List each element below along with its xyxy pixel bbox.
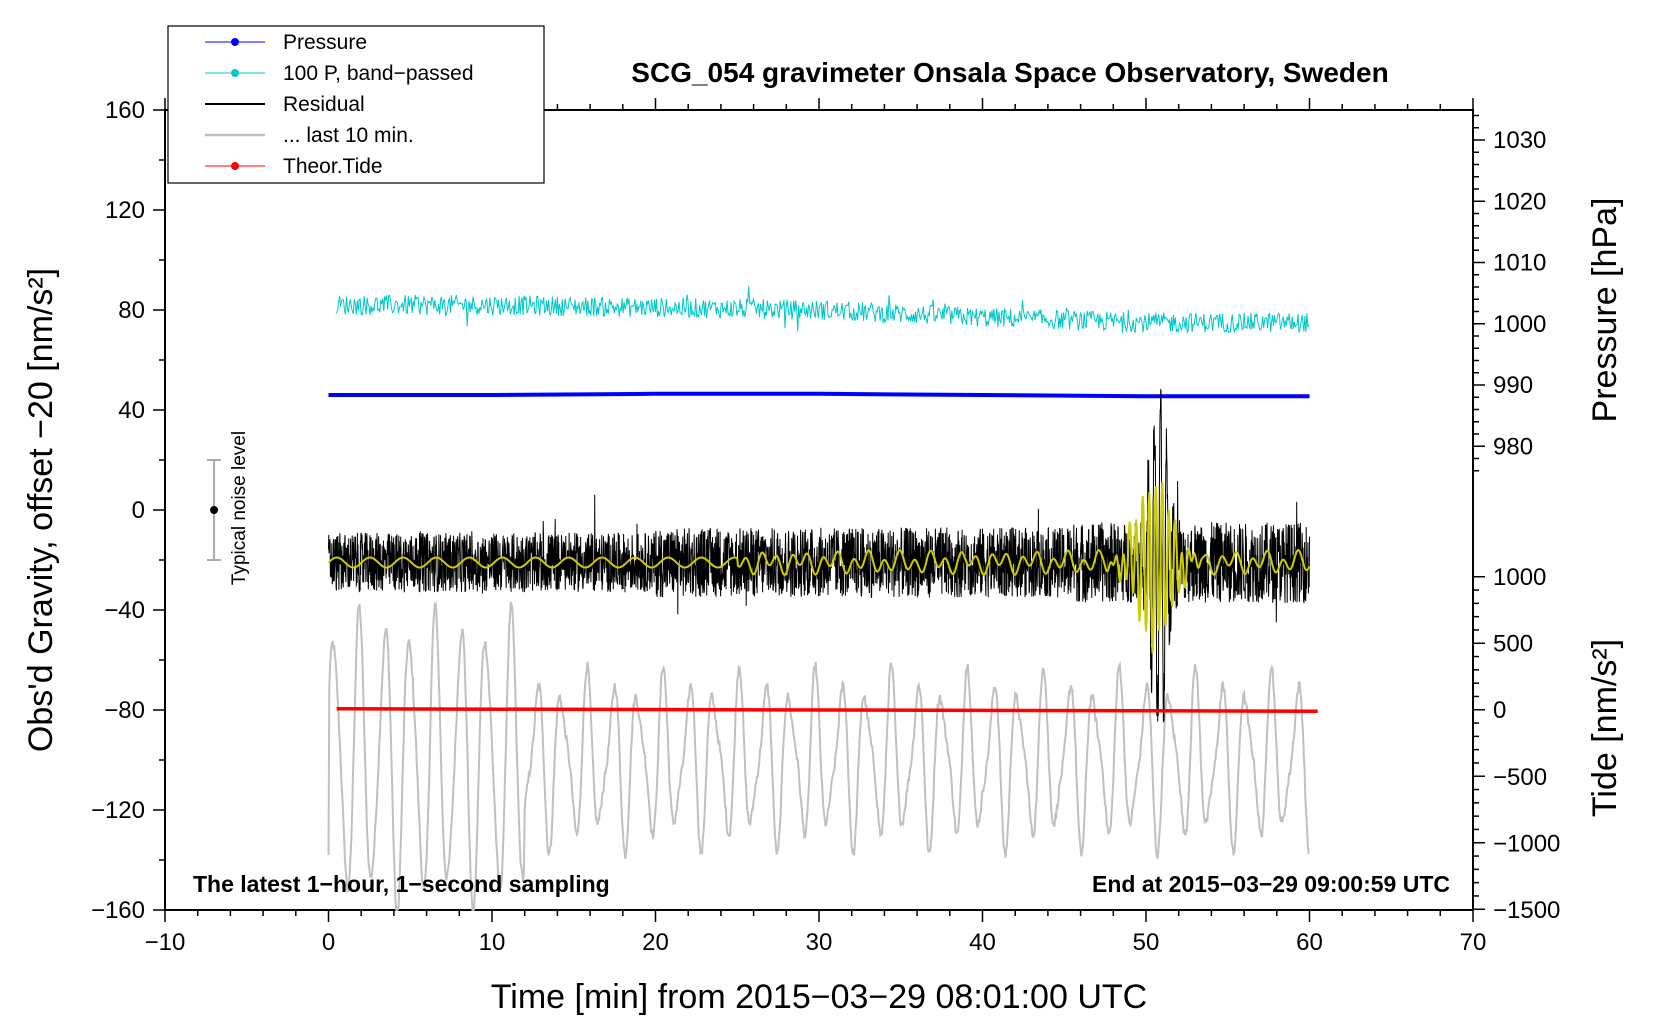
- x-tick-label: 70: [1460, 929, 1487, 956]
- legend-label: Pressure: [283, 31, 367, 54]
- y-axis-title: Obs'd Gravity, offset −20 [nm/s²]: [22, 268, 60, 752]
- gray-line: [327, 601, 1310, 911]
- x-tick-label: 60: [1296, 929, 1323, 956]
- last-10-min-series: [327, 601, 1310, 911]
- y-tick-label: 160: [105, 97, 145, 124]
- x-tick-label: 50: [1133, 929, 1160, 956]
- sampling-note: The latest 1−hour, 1−second sampling: [193, 871, 610, 897]
- pressure-series: [328, 391, 1310, 399]
- band-passed-pressure-series: [336, 286, 1310, 334]
- x-tick-label: −10: [145, 929, 186, 956]
- pressure-tick-label: 1010: [1493, 250, 1546, 277]
- y-tick-label: 40: [118, 397, 145, 424]
- x-tick-label: 10: [479, 929, 506, 956]
- legend-marker: [231, 69, 239, 77]
- y-tick-label: −120: [91, 797, 145, 824]
- legend-label: Theor.Tide: [283, 155, 383, 178]
- residual-lowpass-series: [327, 481, 1311, 654]
- legend-marker: [231, 38, 239, 46]
- pressure-tick-label: 1000: [1493, 311, 1546, 338]
- yellow-line: [327, 481, 1311, 654]
- pressure-axis-title: Pressure [hPa]: [1586, 198, 1624, 423]
- plot-frame: [164, 109, 1474, 911]
- y-tick-label: −80: [104, 697, 145, 724]
- x-tick-label: 30: [806, 929, 833, 956]
- residual-series: [328, 388, 1310, 723]
- legend-marker: [231, 162, 239, 170]
- tide-tick-label: 1000: [1493, 564, 1546, 591]
- y-tick-label: 120: [105, 197, 145, 224]
- tide-tick-label: −1000: [1493, 830, 1560, 857]
- x-axis-title: Time [min] from 2015−03−29 08:01:00 UTC: [491, 978, 1147, 1016]
- noise-bar-center: [210, 506, 219, 514]
- pressure-tick-label: 990: [1493, 372, 1533, 399]
- y-axis-pressure: 1030 1020 1010 1000 990 980: [1473, 114, 1546, 472]
- y-tick-label: −160: [91, 897, 145, 924]
- y-axis-tide: 1000 500 0 −500 −1000 −1500: [1473, 564, 1560, 924]
- pressure-tick-label: 1030: [1493, 127, 1546, 154]
- cyan-line: [336, 286, 1310, 334]
- legend-label: Residual: [283, 93, 365, 116]
- legend-label: ... last 10 min.: [283, 124, 414, 147]
- theoretical-tide-series: [336, 707, 1318, 713]
- tide-tick-label: −500: [1493, 764, 1547, 791]
- tide-tick-label: 0: [1493, 697, 1506, 724]
- end-time-note: End at 2015−03−29 09:00:59 UTC: [1092, 871, 1450, 897]
- black-line: [328, 388, 1310, 723]
- x-tick-label: 40: [969, 929, 996, 956]
- y-tick-label: 80: [118, 297, 145, 324]
- noise-level-indicator: [207, 459, 222, 561]
- y-axis-gravity: 160 120 80 40 0 −40 −80 −120 −160: [91, 97, 165, 924]
- x-axis: −10 0 10 20 30 40 50 60 70: [145, 98, 1487, 956]
- pressure-tick-label: 980: [1493, 433, 1533, 460]
- tide-axis-title: Tide [nm/s²]: [1586, 639, 1624, 817]
- x-tick-label: 0: [322, 929, 335, 956]
- noise-level-label: Typical noise level: [229, 431, 250, 585]
- x-tick-label: 20: [642, 929, 669, 956]
- legend: Pressure 100 P, band−passed Residual ... la…: [205, 31, 474, 178]
- red-line: [336, 707, 1318, 713]
- tide-tick-label: 500: [1493, 630, 1533, 657]
- chart-title: SCG_054 gravimeter Onsala Space Observat…: [631, 57, 1388, 88]
- legend-label: 100 P, band−passed: [283, 62, 474, 85]
- y-tick-label: −40: [104, 597, 145, 624]
- y-tick-label: 0: [132, 497, 145, 524]
- blue-line: [328, 391, 1310, 399]
- tide-tick-label: −1500: [1493, 897, 1560, 924]
- pressure-tick-label: 1020: [1493, 188, 1546, 215]
